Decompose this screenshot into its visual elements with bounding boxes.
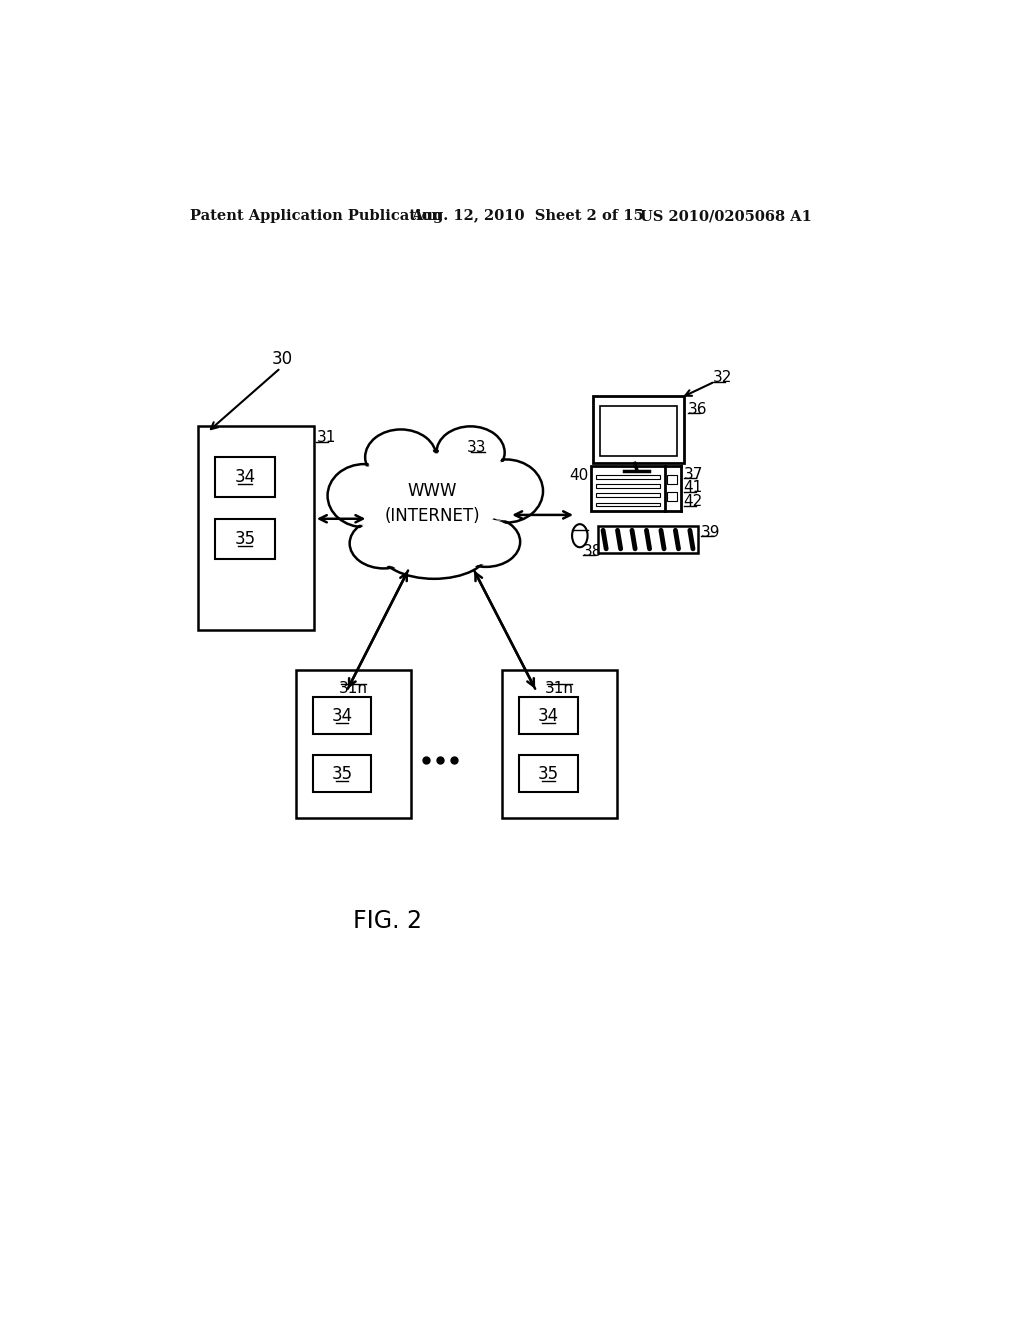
Ellipse shape: [438, 429, 503, 477]
Ellipse shape: [572, 524, 588, 548]
Text: 34: 34: [332, 708, 353, 725]
Ellipse shape: [349, 519, 418, 569]
Bar: [596, 503, 660, 507]
Text: 34: 34: [538, 708, 559, 725]
Text: US 2010/0205068 A1: US 2010/0205068 A1: [640, 209, 811, 223]
Text: 31: 31: [316, 430, 336, 445]
Ellipse shape: [328, 465, 401, 527]
Ellipse shape: [469, 459, 543, 523]
Text: 33: 33: [467, 440, 486, 454]
Ellipse shape: [452, 517, 520, 566]
Bar: [668, 492, 678, 502]
Ellipse shape: [330, 466, 399, 525]
Ellipse shape: [380, 524, 488, 579]
Bar: [313, 697, 372, 734]
Ellipse shape: [455, 519, 518, 565]
Ellipse shape: [369, 451, 500, 552]
Text: 39: 39: [700, 525, 720, 540]
Bar: [596, 475, 660, 479]
Text: 32: 32: [713, 371, 732, 385]
Text: WWW
(INTERNET): WWW (INTERNET): [385, 482, 480, 525]
Text: 31n: 31n: [339, 681, 368, 696]
Text: 35: 35: [234, 529, 256, 548]
Ellipse shape: [368, 432, 434, 483]
Ellipse shape: [352, 520, 416, 566]
Text: 35: 35: [332, 764, 353, 783]
Bar: [592, 466, 665, 511]
Text: 30: 30: [271, 350, 293, 367]
Text: 41: 41: [684, 480, 702, 495]
Text: 35: 35: [538, 764, 559, 783]
Text: 34: 34: [234, 469, 256, 486]
Text: Aug. 12, 2010  Sheet 2 of 15: Aug. 12, 2010 Sheet 2 of 15: [411, 209, 644, 223]
Ellipse shape: [436, 426, 505, 479]
Bar: [593, 396, 684, 463]
Bar: [215, 519, 275, 558]
Bar: [596, 494, 660, 498]
Text: 40: 40: [569, 469, 589, 483]
Ellipse shape: [472, 462, 541, 520]
Bar: [198, 426, 314, 631]
Bar: [503, 671, 617, 818]
Text: 31n: 31n: [545, 681, 574, 696]
Ellipse shape: [366, 429, 436, 484]
Text: 42: 42: [684, 494, 702, 510]
Ellipse shape: [382, 525, 486, 577]
Bar: [596, 484, 660, 488]
Text: 37: 37: [684, 466, 703, 482]
Bar: [215, 457, 275, 498]
Text: 38: 38: [583, 544, 602, 558]
Text: Patent Application Publication: Patent Application Publication: [190, 209, 442, 223]
Text: FIG. 2: FIG. 2: [353, 908, 422, 933]
Bar: [519, 697, 578, 734]
Bar: [296, 671, 411, 818]
Bar: [600, 405, 678, 457]
Bar: [313, 755, 372, 792]
Bar: [668, 475, 678, 484]
Ellipse shape: [371, 453, 498, 549]
Bar: [598, 527, 697, 553]
Text: 36: 36: [687, 401, 707, 417]
Bar: [519, 755, 578, 792]
